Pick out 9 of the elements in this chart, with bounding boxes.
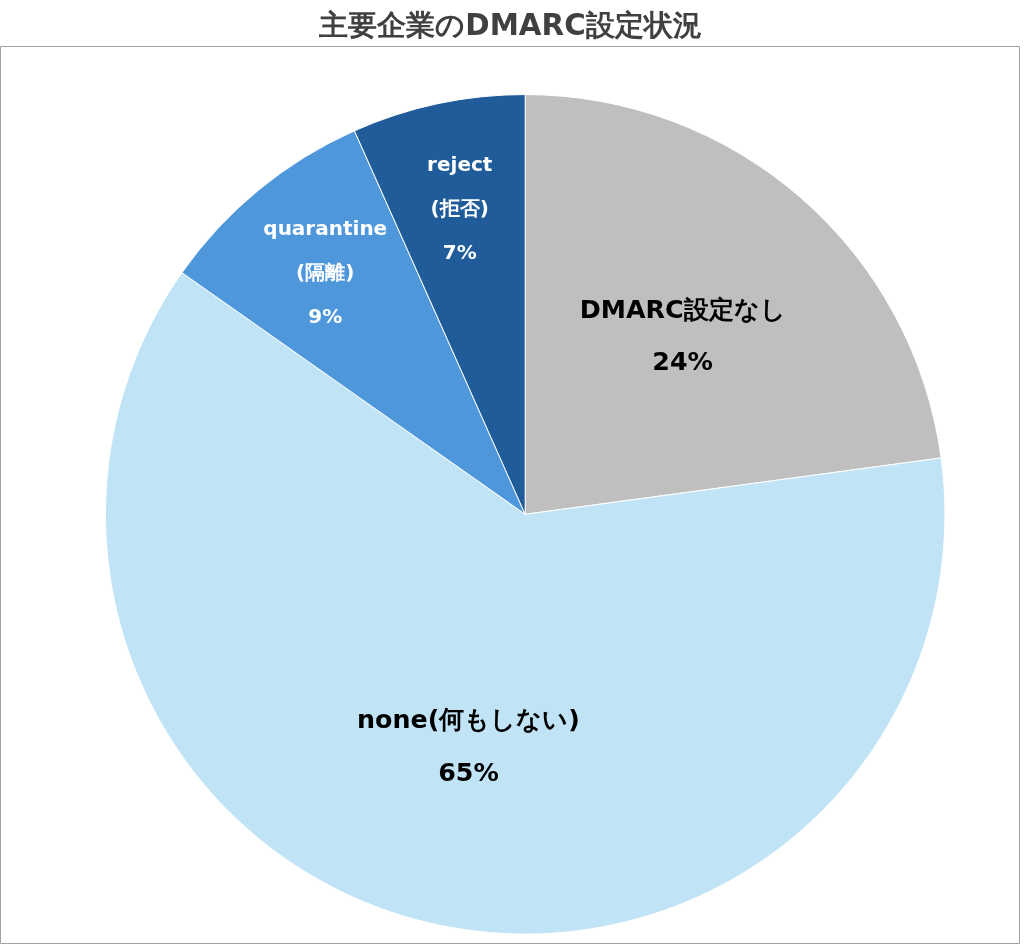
data-label: 7% — [442, 239, 477, 264]
slice-label: quarantine (隔離) — [263, 216, 388, 285]
chart-title: 主要企業のDMARC設定状況 — [318, 7, 702, 42]
slice-label: reject (拒否) — [427, 152, 493, 220]
slice-label: DMARC設定なし — [579, 293, 786, 324]
data-label: 9% — [308, 304, 343, 329]
data-label: 65% — [438, 756, 499, 787]
slice-label: none(何もしない) — [357, 704, 580, 735]
data-label: 24% — [652, 346, 713, 377]
